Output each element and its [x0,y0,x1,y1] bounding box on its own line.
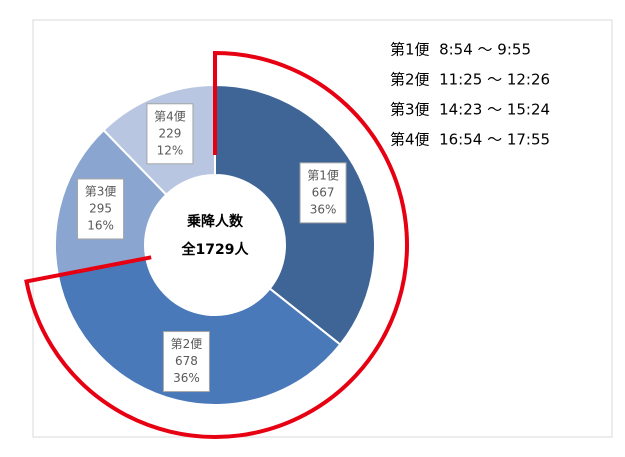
label-value: 678 [175,354,198,368]
data-label: 第2便 678 36% [162,331,210,393]
label-percent: 36% [310,202,337,216]
schedule-note: 第3便 14:23 ～ 15:24 [390,101,550,119]
label-value: 229 [158,126,181,140]
label-percent: 12% [157,143,184,157]
label-percent: 36% [173,371,200,385]
highlight-outline [24,50,409,439]
label-category: 第3便 [85,184,117,198]
label-box [299,162,347,224]
label-value: 667 [312,185,335,199]
data-label: 第3便 295 16% [77,178,125,240]
schedule-note: 第2便 11:25 ～ 12:26 [390,71,550,89]
label-category: 第4便 [154,109,186,123]
center-title: 乗降人数 [186,213,244,230]
data-label: 第1便 667 36% [299,162,347,224]
label-box [146,103,194,165]
label-category: 第1便 [307,168,339,182]
donut-segment [214,83,376,346]
label-box [162,331,210,393]
label-percent: 16% [87,218,114,232]
center-total: 全1729人 [181,241,250,258]
label-box [77,178,125,240]
label-value: 295 [89,201,112,215]
schedule-note: 第1便 8:54 ～ 9:55 [390,41,531,59]
schedule-note: 第4便 16:54 ～ 17:55 [390,131,550,149]
data-label: 第4便 229 12% [146,103,194,165]
label-category: 第2便 [171,337,203,351]
